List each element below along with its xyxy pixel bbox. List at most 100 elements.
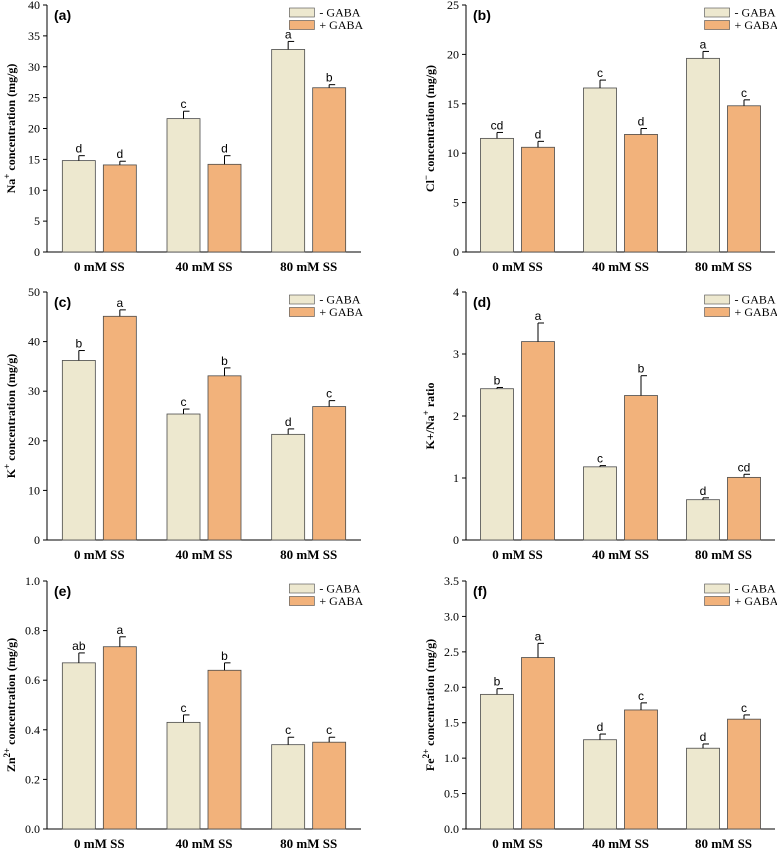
bar-plus-gaba bbox=[624, 709, 658, 830]
y-tick-label: 10 bbox=[28, 183, 40, 197]
bar-plus-gaba bbox=[624, 395, 658, 541]
significance-letter: c bbox=[741, 86, 747, 100]
legend-swatch-plus-gaba bbox=[704, 20, 730, 30]
x-category-label: 80 mM SS bbox=[695, 259, 752, 274]
y-axis-label-superscript: + bbox=[2, 174, 12, 179]
x-category-label: 0 mM SS bbox=[74, 259, 125, 274]
x-category-label: 0 mM SS bbox=[492, 259, 543, 274]
legend-swatch-plus-gaba bbox=[289, 20, 315, 30]
y-tick-label: 0.5 bbox=[444, 787, 459, 801]
bar-minus-gaba bbox=[271, 744, 306, 830]
significance-letter: a bbox=[700, 37, 707, 51]
y-axis-label-base: Zn bbox=[4, 757, 18, 772]
x-category-label: 40 mM SS bbox=[175, 547, 232, 562]
y-tick-label: 20 bbox=[447, 47, 459, 61]
legend-label-plus-gaba: + GABA bbox=[319, 305, 363, 319]
panel-label: (e) bbox=[54, 583, 71, 599]
bar-plus-gaba bbox=[521, 341, 555, 541]
bar-minus-gaba bbox=[271, 433, 306, 541]
chart-panel-f: 0.0 0.5 1.0 1.5 2.0 2.5 3.0 3.5 Fe2+ concentrati… bbox=[421, 574, 777, 848]
legend-swatch-plus-gaba bbox=[704, 596, 730, 606]
y-tick-label: 40 bbox=[28, 0, 40, 12]
bar-plus-gaba bbox=[207, 375, 242, 541]
bar-minus-gaba bbox=[480, 693, 514, 830]
bar-minus-gaba bbox=[583, 739, 617, 830]
y-tick-label: 0 bbox=[453, 245, 459, 259]
y-axis-label-base: K+/Na bbox=[423, 415, 437, 449]
bar-minus-gaba bbox=[271, 49, 306, 253]
x-category-label: 40 mM SS bbox=[175, 259, 232, 274]
x-category-label: 80 mM SS bbox=[695, 836, 752, 848]
x-category-label: 0 mM SS bbox=[74, 836, 125, 848]
x-category-label: 0 mM SS bbox=[492, 547, 543, 562]
bar-minus-gaba bbox=[480, 388, 514, 541]
significance-letter: d bbox=[535, 127, 542, 141]
significance-letter: b bbox=[494, 373, 501, 387]
y-tick-label: 20 bbox=[28, 434, 40, 448]
bar-plus-gaba bbox=[727, 105, 761, 253]
chart-panel-a: 0 5 10 15 20 25 30 35 40 Na+ concentration (mg/g)… bbox=[2, 0, 364, 274]
bar-minus-gaba bbox=[686, 747, 720, 830]
significance-letter: b bbox=[638, 362, 645, 376]
y-axis-label-superscript: + bbox=[2, 464, 12, 469]
bar-minus-gaba bbox=[583, 87, 617, 253]
chart-panel-d: 0 1 2 3 4 K+/Na+ ratio (d) - GABA+ GABA b a 0 mM S… bbox=[421, 285, 777, 562]
bar-minus-gaba bbox=[61, 360, 96, 541]
bar-plus-gaba bbox=[624, 134, 658, 253]
y-tick-label: 2.5 bbox=[444, 645, 459, 659]
legend-label-plus-gaba: + GABA bbox=[735, 594, 777, 608]
significance-letter: d bbox=[700, 730, 707, 744]
significance-letter: b bbox=[221, 649, 228, 663]
significance-letter: d bbox=[597, 720, 604, 734]
y-axis-label-base: Fe bbox=[423, 758, 437, 771]
significance-letter: d bbox=[75, 142, 82, 156]
legend-label-minus-gaba: - GABA bbox=[319, 293, 360, 307]
y-tick-label: 15 bbox=[28, 152, 40, 166]
y-axis-label: Zn2+ concentration (mg/g) bbox=[2, 638, 18, 772]
significance-letter: c bbox=[181, 395, 187, 409]
y-axis-label-superscript: 2+ bbox=[421, 749, 431, 759]
bar-minus-gaba bbox=[61, 662, 96, 830]
y-tick-label: 35 bbox=[28, 29, 40, 43]
y-axis-label-rest: ratio bbox=[423, 383, 437, 411]
y-tick-label: 4 bbox=[453, 285, 459, 299]
y-axis-label: Fe2+ concentration (mg/g) bbox=[421, 639, 437, 771]
bar-plus-gaba bbox=[102, 646, 137, 830]
y-tick-label: 1.5 bbox=[444, 716, 459, 730]
legend-label-plus-gaba: + GABA bbox=[735, 305, 777, 319]
y-tick-label: 3.0 bbox=[444, 609, 459, 623]
bar-minus-gaba bbox=[61, 160, 96, 253]
x-category-label: 80 mM SS bbox=[695, 547, 752, 562]
bar-minus-gaba bbox=[480, 137, 514, 253]
significance-letter: cd bbox=[491, 118, 504, 132]
legend-swatch-minus-gaba bbox=[704, 7, 730, 18]
legend-label-minus-gaba: - GABA bbox=[735, 293, 776, 307]
y-axis-label-base: Cl bbox=[423, 179, 437, 192]
panel-label: (a) bbox=[54, 7, 71, 23]
significance-letter: a bbox=[285, 27, 292, 41]
bar-plus-gaba bbox=[207, 669, 242, 830]
chart-panel-c: 0 10 20 30 40 50 K+ concentration (mg/g) (c) - G… bbox=[2, 285, 364, 562]
significance-letter: c bbox=[326, 387, 332, 401]
significance-letter: a bbox=[535, 629, 542, 643]
significance-letter: b bbox=[221, 354, 228, 368]
y-tick-label: 25 bbox=[447, 0, 459, 12]
y-axis-label-rest: concentration (mg/g) bbox=[4, 354, 18, 464]
legend-label-minus-gaba: - GABA bbox=[319, 582, 360, 596]
y-tick-label: 40 bbox=[28, 335, 40, 349]
x-category-label: 40 mM SS bbox=[592, 836, 649, 848]
y-axis-label: K+/Na+ ratio bbox=[421, 383, 437, 450]
bar-minus-gaba bbox=[166, 118, 201, 253]
significance-letter: d bbox=[638, 115, 645, 129]
significance-letter: c bbox=[181, 97, 187, 111]
bar-minus-gaba bbox=[686, 57, 720, 253]
bar-plus-gaba bbox=[102, 315, 137, 541]
y-tick-label: 20 bbox=[28, 122, 40, 136]
legend-label-plus-gaba: + GABA bbox=[735, 18, 777, 32]
significance-letter: c bbox=[741, 701, 747, 715]
significance-letter: b bbox=[326, 71, 333, 85]
y-tick-label: 5 bbox=[34, 214, 40, 228]
x-category-label: 80 mM SS bbox=[280, 547, 337, 562]
chart-panel-b: 0 5 10 15 20 25 Cl− concentration (mg/g) (b) - G… bbox=[421, 0, 777, 274]
